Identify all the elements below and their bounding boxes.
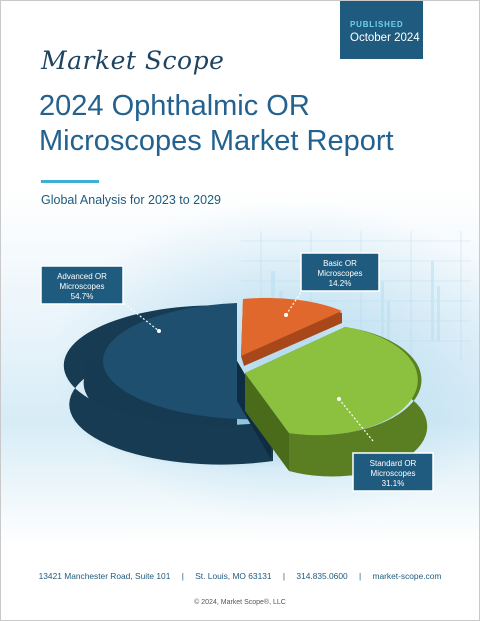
report-subtitle: Global Analysis for 2023 to 2029 xyxy=(41,193,221,207)
advanced-leader-line xyxy=(120,300,160,332)
published-badge: PUBLISHED October 2024 xyxy=(340,1,423,59)
basic-callout-box xyxy=(300,252,380,292)
footer-separator: | xyxy=(358,571,362,581)
advanced-callout-value: 54.7% xyxy=(71,292,94,301)
basic-slice xyxy=(241,297,342,356)
market-scope-logo: Market Scope xyxy=(41,46,225,75)
published-label: PUBLISHED xyxy=(350,20,404,29)
report-title-line2: Microscopes Market Report xyxy=(39,125,394,157)
advanced-slice xyxy=(103,303,272,420)
pie-chart: Advanced OR Microscopes 54.7% Basic OR M… xyxy=(40,252,434,492)
standard-slice-edge xyxy=(245,373,289,471)
footer-separator: | xyxy=(181,571,184,581)
contact-footer: 13421 Manchester Road, Suite 101 | St. L… xyxy=(1,571,479,581)
published-date: October 2024 xyxy=(350,32,420,44)
basic-callout-value: 14.2% xyxy=(329,279,352,288)
basic-leader-dot xyxy=(284,313,288,317)
accent-rule xyxy=(41,180,99,183)
standard-callout-value: 31.1% xyxy=(382,479,405,488)
standard-slice xyxy=(245,327,418,436)
standard-leader-line xyxy=(338,398,374,442)
footer-phone: 314.835.0600 xyxy=(296,571,348,581)
advanced-callout-line2: Microscopes xyxy=(60,282,105,291)
standard-leader-dot xyxy=(337,397,341,401)
report-title: 2024 Ophthalmic OR Microscopes Market Re… xyxy=(39,89,459,159)
advanced-callout-box xyxy=(40,265,124,305)
report-title-line1: 2024 Ophthalmic OR xyxy=(39,90,310,122)
footer-address: 13421 Manchester Road, Suite 101 xyxy=(38,571,171,581)
standard-callout-line1: Standard OR xyxy=(370,459,417,468)
footer-separator: | xyxy=(282,571,286,581)
standard-callout-line2: Microscopes xyxy=(371,469,416,478)
basic-callout-line1: Basic OR xyxy=(323,259,357,268)
copyright-notice: © 2024, Market Scope®, LLC xyxy=(194,599,286,606)
standard-callout-box xyxy=(352,452,434,492)
footer-city: St. Louis, MO 63131 xyxy=(195,571,272,581)
footer-website[interactable]: market-scope.com xyxy=(372,571,442,581)
advanced-callout-line1: Advanced OR xyxy=(57,272,107,281)
advanced-leader-dot xyxy=(157,329,161,333)
basic-callout-line2: Microscopes xyxy=(318,269,363,278)
